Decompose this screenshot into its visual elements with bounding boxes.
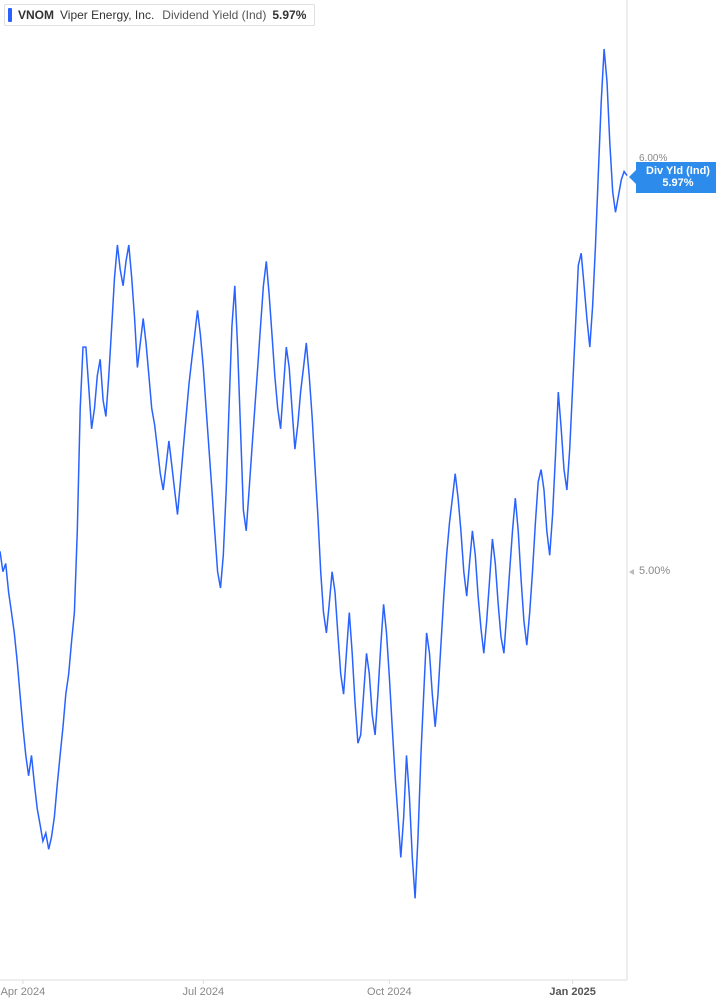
chart-plot[interactable] [0,0,717,1005]
value-tag-label: Div Yld (Ind) [646,165,710,178]
x-axis-label: Jul 2024 [182,986,224,998]
x-axis-label: Apr 2024 [1,986,46,998]
value-tag-value: 5.97% [646,177,710,190]
y-axis-label: 5.00% [639,565,670,577]
series-line [0,49,627,898]
current-value-tag: Div Yld (Ind)5.97% [636,162,716,193]
x-axis-label: Oct 2024 [367,986,412,998]
chart-container: VNOM Viper Energy, Inc. Dividend Yield (… [0,0,717,1005]
x-axis-label: Jan 2025 [549,986,595,998]
y-axis-tick-arrow [629,569,634,575]
